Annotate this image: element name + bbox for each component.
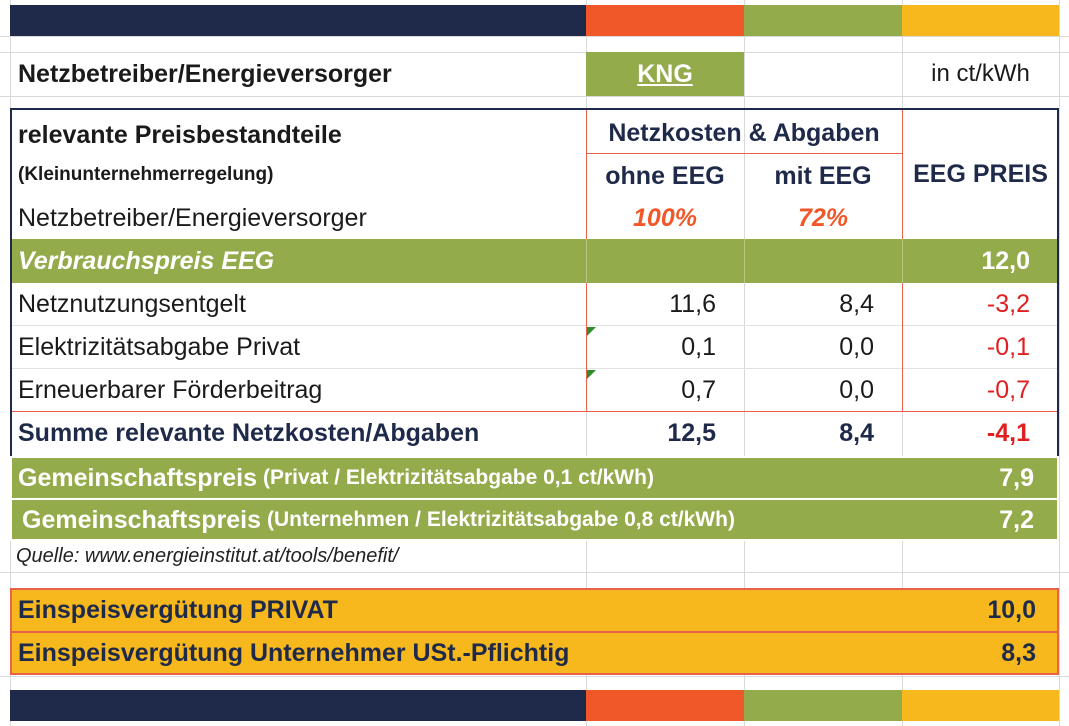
community-main: Gemeinschaftspreis — [22, 505, 261, 534]
feedin-label: Einspeisvergütung Unternehmer USt.-Pflic… — [18, 639, 570, 667]
table-row-mit: 8,4 — [839, 289, 874, 318]
grid-line — [902, 239, 903, 283]
grid-line — [0, 96, 1069, 97]
community-value: 7,2 — [999, 505, 1034, 534]
grid-line — [10, 325, 1059, 326]
grid-line — [0, 36, 1069, 37]
divider — [10, 498, 1059, 500]
grid-line — [10, 368, 1059, 369]
comment-marker-icon — [587, 370, 596, 379]
sum-eeg: -4,1 — [986, 419, 1030, 447]
divider — [586, 283, 587, 411]
grid-line — [1059, 0, 1060, 726]
table-subtitle: (Kleinunternehmerregelung) — [18, 164, 274, 185]
bottom-band-navy — [10, 690, 586, 721]
table-border — [10, 108, 12, 456]
comment-marker-icon — [587, 327, 596, 336]
table-title: relevante Preisbestandteile — [18, 120, 342, 149]
col-ohne-eeg: ohne EEG — [605, 161, 725, 190]
feedin-label: Einspeisvergütung PRIVAT — [18, 596, 338, 624]
community-detail: (Unternehmen / Elektrizitätsabgabe 0,8 c… — [267, 508, 735, 531]
grid-line — [0, 676, 1069, 677]
pct-mit: 72% — [797, 203, 849, 232]
table-row-ohne: 0,7 — [681, 375, 716, 404]
top-band-yellow — [902, 5, 1059, 36]
bottom-band-orange — [586, 690, 744, 721]
divider — [10, 411, 1059, 412]
verbrauch-row — [10, 239, 1059, 283]
top-band-green — [744, 5, 902, 36]
divider — [902, 110, 903, 239]
operator-label: Netzbetreiber/Energieversorger — [18, 59, 392, 88]
table-row-mit: 0,0 — [839, 375, 874, 404]
feedin-value: 10,0 — [987, 596, 1036, 624]
grid-line — [744, 239, 745, 283]
table-row-ohne: 0,1 — [681, 332, 716, 361]
col-mit-eeg: mit EEG — [774, 161, 872, 190]
bottom-band-green — [744, 690, 902, 721]
grid-line — [0, 52, 1069, 53]
divider — [902, 283, 903, 411]
table-row-mit: 0,0 — [839, 332, 874, 361]
operator-row-label: Netzbetreiber/Energieversorger — [18, 203, 367, 232]
unit-label: in ct/kWh — [931, 60, 1030, 87]
verbrauch-value: 12,0 — [981, 246, 1030, 275]
table-row-ohne: 11,6 — [669, 289, 716, 318]
table-border — [1057, 108, 1059, 456]
grid-line — [586, 239, 587, 283]
table-row-eeg: -3,2 — [986, 289, 1030, 318]
top-band-orange — [586, 5, 744, 36]
grid-line — [744, 0, 745, 726]
table-row-label: Erneuerbarer Förderbeitrag — [18, 375, 323, 404]
source-note: Quelle: www.energieinstitut.at/tools/ben… — [16, 544, 399, 567]
pct-ohne: 100% — [633, 203, 697, 232]
verbrauch-label: Verbrauchspreis EEG — [18, 246, 275, 275]
operator-value: KNG — [586, 52, 744, 96]
table-row-label: Netznutzungsentgelt — [18, 289, 246, 318]
sum-mit: 8,4 — [839, 419, 874, 447]
divider — [586, 153, 902, 154]
table-row-label: Elektrizitätsabgabe Privat — [18, 332, 301, 361]
divider — [10, 631, 1059, 633]
community-row-unternehmen: Gemeinschaftspreis (Unternehmen / Elektr… — [22, 500, 898, 540]
sum-label: Summe relevante Netzkosten/Abgaben — [18, 419, 480, 447]
community-row-privat: Gemeinschaftspreis (Privat / Elektrizitä… — [18, 458, 898, 498]
table-row-eeg: -0,7 — [986, 375, 1030, 404]
grid-line — [0, 572, 1069, 573]
community-detail: (Privat / Elektrizitätsabgabe 0,1 ct/kWh… — [263, 466, 654, 489]
table-border — [10, 108, 1059, 110]
feedin-value: 8,3 — [1001, 639, 1036, 667]
bottom-band-yellow — [902, 690, 1059, 721]
table-row-eeg: -0,1 — [986, 332, 1030, 361]
community-main: Gemeinschaftspreis — [18, 463, 257, 492]
col-eeg-preis: EEG PREIS — [913, 159, 1048, 188]
sum-ohne: 12,5 — [667, 419, 716, 447]
top-band-navy — [10, 5, 586, 36]
divider — [586, 110, 587, 239]
group-header: Netzkosten & Abgaben — [608, 118, 880, 147]
community-value: 7,9 — [999, 463, 1034, 492]
